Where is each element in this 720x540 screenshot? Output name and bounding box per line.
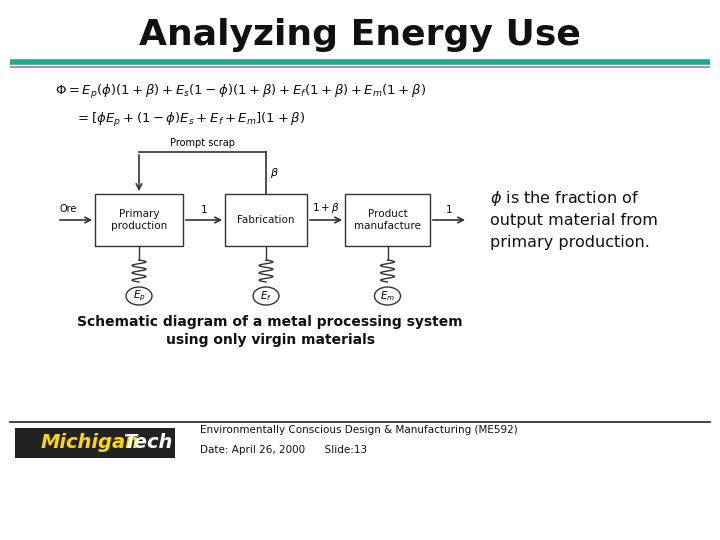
- Bar: [225, 194, 307, 246]
- Bar: [345, 194, 430, 246]
- Text: $E_f$: $E_f$: [260, 289, 272, 303]
- Ellipse shape: [374, 287, 400, 305]
- Text: Environmentally Conscious Design & Manufacturing (ME592): Environmentally Conscious Design & Manuf…: [200, 425, 518, 435]
- Text: primary production.: primary production.: [490, 234, 650, 249]
- Text: Tech: Tech: [123, 434, 173, 453]
- Ellipse shape: [253, 287, 279, 305]
- Text: Michigan: Michigan: [40, 434, 140, 453]
- Text: $1+\beta$: $1+\beta$: [312, 201, 340, 215]
- Text: Prompt scrap: Prompt scrap: [170, 138, 235, 148]
- Text: Schematic diagram of a metal processing system: Schematic diagram of a metal processing …: [77, 315, 463, 329]
- Text: using only virgin materials: using only virgin materials: [166, 333, 374, 347]
- Bar: [15, 428, 175, 458]
- Text: Primary
production: Primary production: [111, 209, 167, 231]
- Text: $E_p$: $E_p$: [132, 289, 145, 303]
- Ellipse shape: [126, 287, 152, 305]
- Text: 1: 1: [446, 205, 452, 215]
- Text: 1: 1: [201, 205, 207, 215]
- Text: output material from: output material from: [490, 213, 658, 227]
- Bar: [95, 194, 183, 246]
- Text: $\Phi = E_p(\phi)(1+\beta) + E_s(1-\phi)(1+\beta) + E_f(1+\beta) + E_m(1+\beta)$: $\Phi = E_p(\phi)(1+\beta) + E_s(1-\phi)…: [55, 83, 426, 101]
- Text: $= [\phi E_p + (1-\phi)E_s + E_f + E_m](1+\beta)$: $= [\phi E_p + (1-\phi)E_s + E_f + E_m](…: [75, 111, 305, 129]
- Text: Product
manufacture: Product manufacture: [354, 209, 421, 231]
- Text: $E_m$: $E_m$: [380, 289, 395, 303]
- Text: Analyzing Energy Use: Analyzing Energy Use: [139, 18, 581, 52]
- Text: $\phi$ is the fraction of: $\phi$ is the fraction of: [490, 188, 639, 207]
- Text: Ore: Ore: [59, 204, 76, 214]
- Text: $\beta$: $\beta$: [270, 166, 279, 180]
- Text: Fabrication: Fabrication: [238, 215, 294, 225]
- Text: Date: April 26, 2000      Slide:13: Date: April 26, 2000 Slide:13: [200, 445, 367, 455]
